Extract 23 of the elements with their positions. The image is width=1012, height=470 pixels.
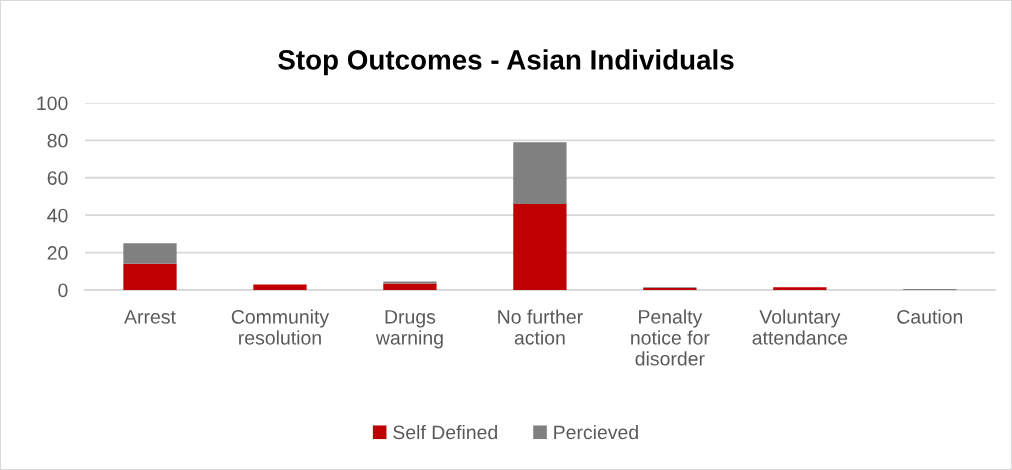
y-tick-label: 0 [58, 283, 68, 298]
bar [383, 283, 437, 290]
x-tick-label: Drugs warning [375, 310, 443, 349]
bar [123, 263, 177, 290]
y-tick-label: 80 [47, 133, 68, 148]
legend-label: Self Defined [393, 424, 497, 440]
x-tick-label: Arrest [124, 310, 176, 324]
bar [253, 284, 307, 290]
x-tick-label: Voluntary attendance [752, 309, 848, 345]
bar [123, 243, 177, 264]
bar [773, 287, 827, 290]
y-tick-label: 20 [47, 246, 68, 260]
x-tick-label: Community resolution [231, 309, 330, 345]
y-tick-label: 100 [37, 96, 68, 111]
chart-title: Stop Outcomes - Asian Individuals [278, 49, 734, 76]
x-tick-label: Penalty notice for disorder [631, 309, 710, 366]
legend-label: Percieved [554, 424, 638, 440]
x-tick-label: No further action [498, 309, 583, 345]
y-tick-label: 40 [47, 208, 68, 223]
y-tick-label: 60 [47, 171, 68, 185]
x-tick-label: Caution [897, 309, 963, 324]
bar [513, 142, 567, 204]
bar [513, 203, 567, 290]
